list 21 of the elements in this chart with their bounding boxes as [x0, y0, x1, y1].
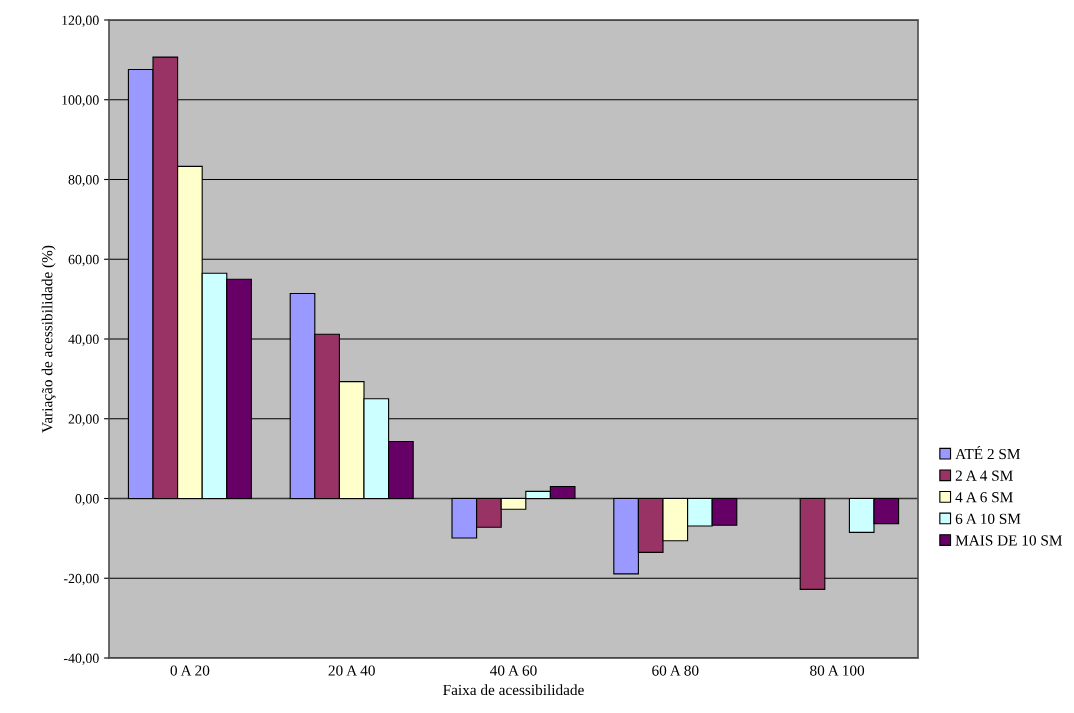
legend-label: 6 A 10 SM: [955, 513, 1021, 524]
y-tick-label: -20,00: [63, 573, 99, 586]
y-tick-label: 40,00: [68, 334, 99, 346]
legend-label: 4 A 6 SM: [955, 492, 1013, 503]
legend-label: ATÉ 2 SM: [955, 445, 1021, 460]
y-tick-label: 0,00: [75, 494, 99, 506]
y-tick-label: 80,00: [68, 175, 99, 187]
x-tick-label: 40 A 60: [490, 665, 537, 676]
x-axis-title: Faixa de acessibilidade: [443, 684, 584, 696]
y-tick-label: -40,00: [63, 653, 99, 665]
legend-label: 2 A 4 SM: [955, 470, 1013, 481]
x-tick-label: 60 A 80: [652, 665, 699, 676]
y-axis-title: Variação de acessibilidade (%): [41, 245, 56, 433]
y-tick-label: 120,00: [62, 15, 99, 27]
x-tick-label: 20 A 40: [328, 665, 375, 676]
x-tick-label: 0 A 20: [170, 665, 210, 676]
y-tick-label: 60,00: [68, 254, 99, 267]
y-tick-label: 20,00: [68, 414, 99, 426]
x-tick-label: 80 A 100: [810, 665, 865, 676]
y-tick-label: 100,00: [62, 95, 99, 107]
legend-label: MAIS DE 10 SM: [955, 535, 1063, 546]
